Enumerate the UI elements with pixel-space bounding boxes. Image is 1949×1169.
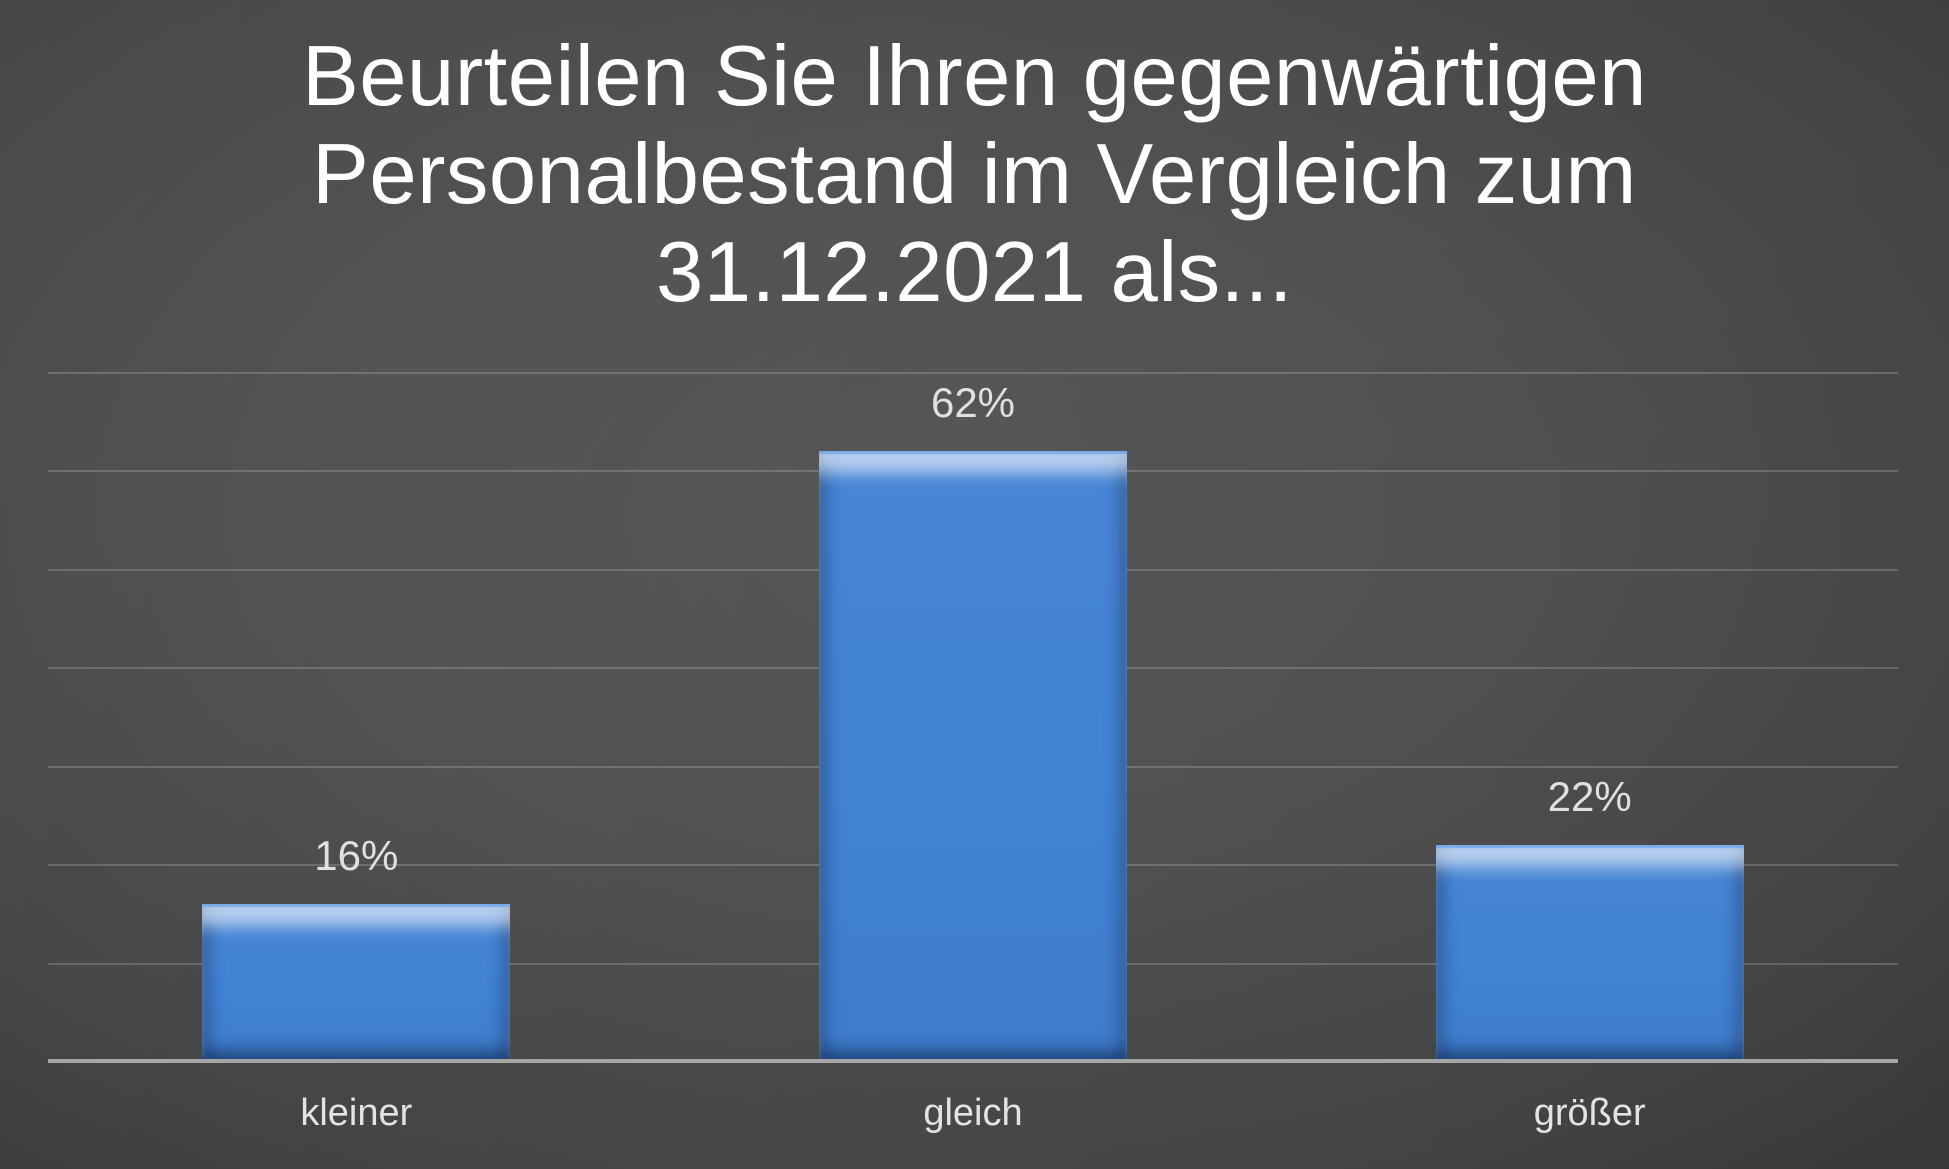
data-label-kleiner: 16% (314, 832, 399, 880)
category-label-kleiner: kleiner (300, 1092, 413, 1134)
chart-title-line-2: Personalbestand im Vergleich zum (312, 127, 1637, 222)
bar-größer (1435, 845, 1744, 1062)
category-label-größer: größer (1533, 1092, 1646, 1134)
chart-title-line-3: 31.12.2021 als... (655, 225, 1294, 320)
data-label-gleich: 62% (930, 379, 1016, 427)
chart-title: Beurteilen Sie Ihren gegenwärtigen Perso… (0, 28, 1949, 322)
gridline-70pct (48, 371, 1898, 374)
chart-title-line-1: Beurteilen Sie Ihren gegenwärtigen (302, 29, 1647, 124)
category-label-gleich: gleich (923, 1092, 1023, 1134)
data-label-größer: 22% (1547, 773, 1632, 821)
x-axis-line (48, 1059, 1898, 1063)
bar-kleiner (202, 904, 511, 1062)
bar-gleich (819, 451, 1127, 1062)
